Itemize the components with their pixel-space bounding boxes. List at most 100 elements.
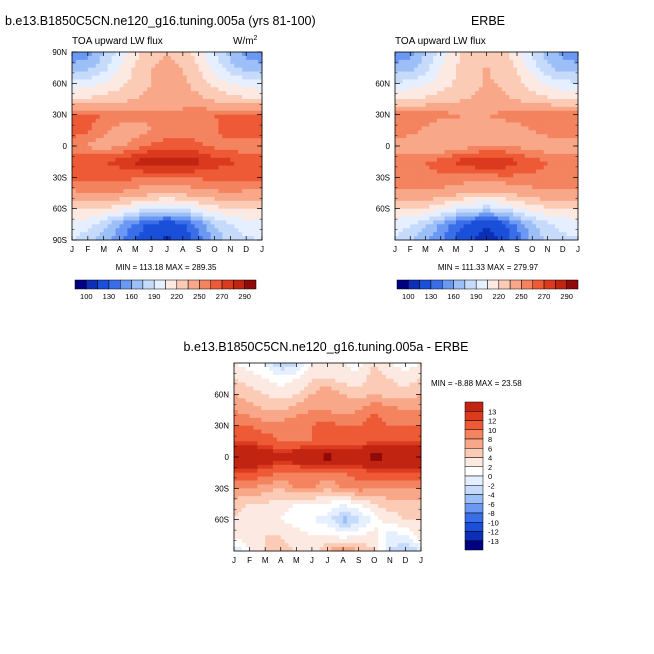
heatmap-cell	[551, 95, 556, 100]
heatmap-cell	[490, 99, 495, 104]
heatmap-cell	[159, 149, 164, 155]
heatmap-cell	[234, 212, 239, 217]
heatmap-cell	[250, 169, 255, 174]
heatmap-cell	[182, 71, 188, 76]
heatmap-cell	[440, 224, 446, 229]
heatmap-cell	[463, 200, 468, 206]
heatmap-cell	[226, 228, 231, 233]
panel-1-units: W/m2	[233, 35, 258, 47]
heatmap-cell	[159, 126, 164, 131]
heatmap-cell	[115, 161, 120, 167]
heatmap-cell	[414, 75, 419, 80]
heatmap-cell	[99, 52, 105, 57]
heatmap-cell	[276, 366, 282, 372]
heatmap-cell	[459, 169, 465, 174]
heatmap-cell	[139, 83, 144, 88]
heatmap-cell	[520, 91, 526, 96]
heatmap-cell	[513, 161, 518, 167]
heatmap-cell	[103, 67, 109, 73]
heatmap-cell	[163, 134, 168, 139]
heatmap-cell	[459, 114, 465, 120]
heatmap-cell	[167, 196, 172, 202]
heatmap-cell	[218, 87, 223, 92]
heatmap-cell	[513, 52, 518, 57]
heatmap-cell	[127, 177, 132, 182]
heatmap-cell	[517, 75, 522, 80]
heatmap-cell	[178, 165, 184, 170]
heatmap-cell	[539, 83, 545, 88]
heatmap-cell	[147, 208, 152, 214]
heatmap-cell	[190, 122, 196, 127]
heatmap-cell	[79, 130, 85, 135]
heatmap-cell	[444, 228, 449, 233]
heatmap-cell	[186, 99, 192, 104]
heatmap-cell	[417, 165, 423, 170]
heatmap-cell	[452, 193, 457, 198]
heatmap-cell	[414, 173, 419, 178]
heatmap-cell	[91, 67, 97, 73]
heatmap-cell	[517, 149, 522, 155]
heatmap-cell	[226, 83, 231, 88]
heatmap-cell	[167, 102, 172, 108]
heatmap-cell	[119, 110, 124, 116]
heatmap-cell	[406, 204, 411, 210]
heatmap-cell	[509, 196, 514, 202]
heatmap-cell	[467, 232, 472, 237]
heatmap-cell	[226, 87, 231, 92]
heatmap-cell	[558, 83, 564, 88]
heatmap-cell	[528, 75, 533, 80]
heatmap-cell	[448, 99, 453, 104]
heatmap-cell	[111, 130, 117, 135]
heatmap-cell	[547, 153, 552, 159]
heatmap-cell	[574, 149, 579, 155]
heatmap-cell	[482, 177, 487, 182]
heatmap-cell	[490, 130, 495, 135]
heatmap-cell	[459, 224, 465, 229]
heatmap-cell	[475, 118, 480, 123]
heatmap-cell	[198, 71, 204, 76]
heatmap-cell	[230, 110, 235, 116]
heatmap-cell	[505, 114, 510, 120]
heatmap-cell	[475, 130, 480, 135]
heatmap-cell	[463, 157, 468, 163]
heatmap-cell	[570, 228, 575, 233]
heatmap-cell	[139, 79, 144, 84]
heatmap-cell	[249, 366, 254, 372]
heatmap-cell	[210, 126, 215, 131]
heatmap-cell	[475, 169, 480, 174]
heatmap-cell	[444, 224, 449, 229]
heatmap-cell	[107, 193, 113, 198]
heatmap-cell	[123, 181, 128, 186]
heatmap-cell	[246, 55, 251, 61]
heatmap-cell	[398, 126, 404, 131]
heatmap-cell	[406, 196, 411, 202]
heatmap-cell	[174, 200, 180, 206]
heatmap-cell	[155, 236, 160, 241]
heatmap-cell	[167, 216, 172, 221]
heatmap-cell	[250, 67, 255, 73]
heatmap-cell	[214, 52, 219, 57]
heatmap-cell	[436, 149, 442, 155]
heatmap-cell	[543, 181, 548, 186]
heatmap-cell	[467, 157, 472, 163]
heatmap-cell	[79, 236, 85, 241]
heatmap-cell	[250, 142, 255, 147]
heatmap-cell	[115, 224, 120, 229]
heatmap-cell	[374, 366, 379, 372]
heatmap-cell	[123, 149, 128, 155]
heatmap-cell	[509, 83, 514, 88]
heatmap-cell	[539, 87, 545, 92]
heatmap-cell	[238, 228, 243, 233]
heatmap-cell	[406, 189, 411, 194]
heatmap-cell	[456, 83, 461, 88]
heatmap-cell	[448, 146, 453, 151]
heatmap-cell	[547, 87, 552, 92]
heatmap-cell	[87, 200, 93, 206]
heatmap-cell	[452, 122, 457, 127]
heatmap-cell	[429, 189, 434, 194]
heatmap-cell	[226, 71, 231, 76]
heatmap-cell	[456, 95, 461, 100]
heatmap-cell	[202, 149, 208, 155]
heatmap-cell	[218, 110, 223, 116]
heatmap-cell	[478, 130, 484, 135]
